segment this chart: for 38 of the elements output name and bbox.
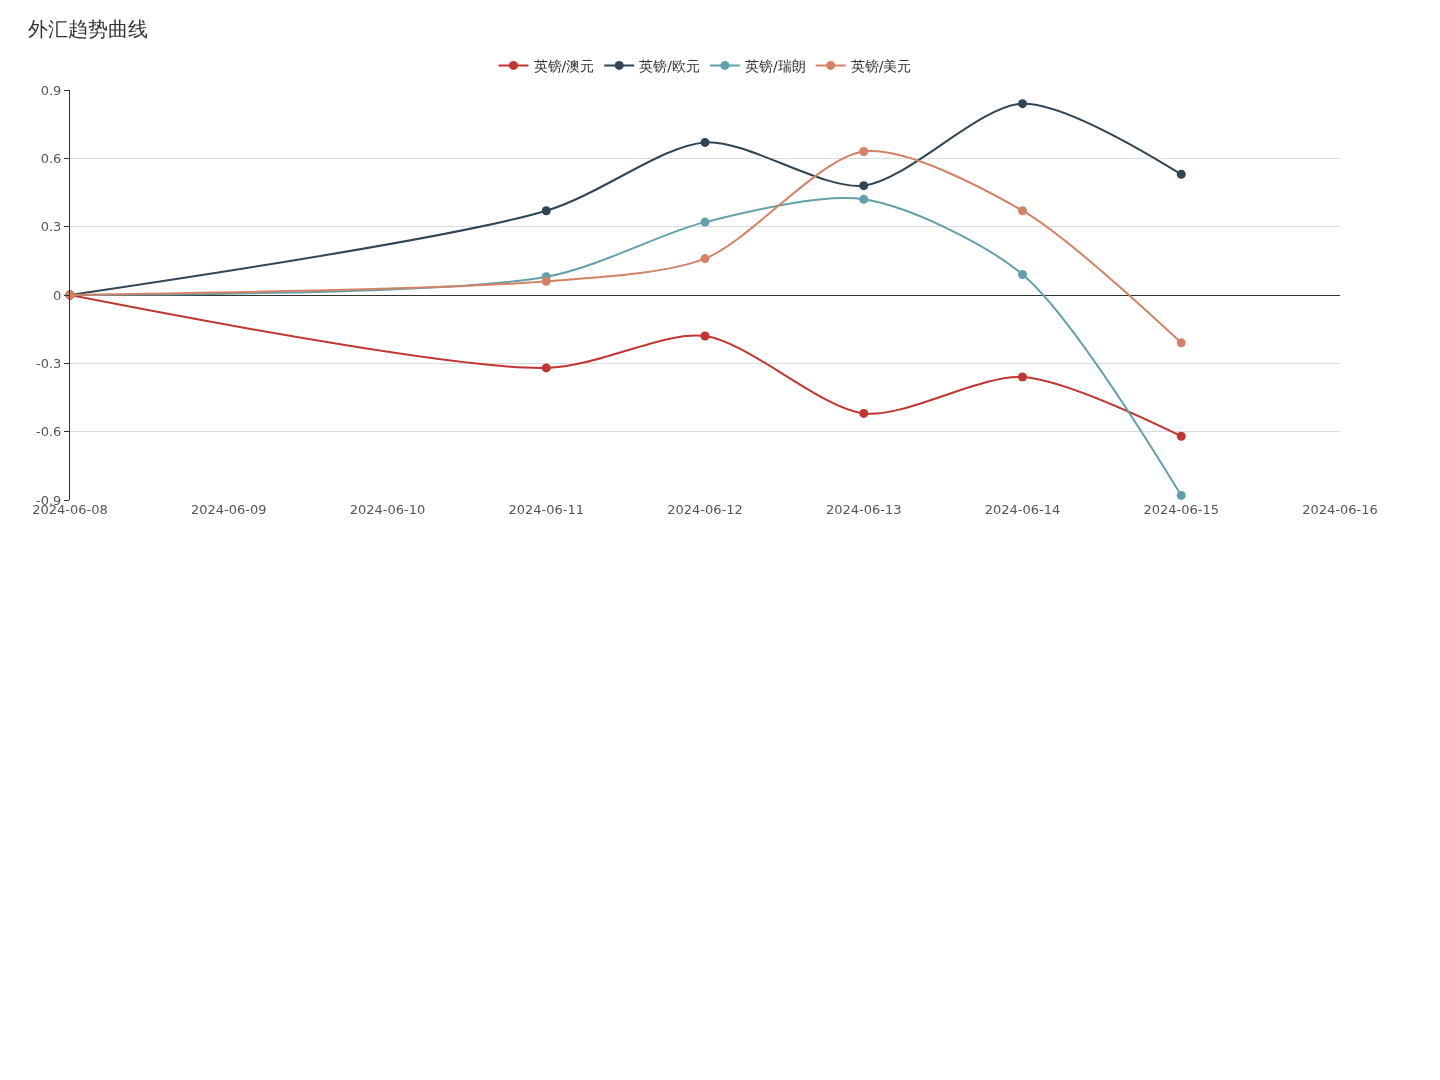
point bbox=[1176, 169, 1186, 179]
point bbox=[700, 217, 710, 227]
point bbox=[1018, 206, 1027, 216]
point bbox=[1018, 270, 1027, 279]
y-tick-label: 0.9 bbox=[40, 82, 62, 98]
point bbox=[541, 206, 551, 216]
y-tick-label: -0.3 bbox=[36, 355, 62, 371]
legend-label: 英镑/美元 bbox=[850, 57, 912, 74]
x-tick-label: 2024-06-10 bbox=[349, 502, 426, 517]
point bbox=[859, 147, 869, 156]
point bbox=[1176, 338, 1186, 348]
point bbox=[1018, 99, 1027, 109]
point bbox=[700, 331, 710, 341]
x-tick-label: 2024-06-14 bbox=[984, 502, 1061, 517]
point bbox=[1176, 490, 1186, 500]
x-tick-label: 2024-06-16 bbox=[1302, 502, 1378, 517]
point bbox=[700, 137, 710, 147]
y-tick-label: 0 bbox=[53, 287, 62, 303]
point bbox=[700, 254, 710, 264]
point bbox=[859, 181, 869, 191]
x-tick-label: 2024-06-11 bbox=[508, 502, 585, 517]
x-tick-label: 2024-06-09 bbox=[190, 502, 267, 517]
legend-label: 英镑/欧元 bbox=[639, 57, 700, 74]
y-tick-label: -0.6 bbox=[36, 424, 62, 440]
legend-label: 英镑/瑞朗 bbox=[744, 57, 806, 74]
point bbox=[1176, 431, 1186, 441]
y-tick-label: 0.3 bbox=[40, 219, 62, 235]
point bbox=[541, 363, 551, 373]
x-tick-label: 2024-06-13 bbox=[825, 502, 902, 517]
x-tick-label: 2024-06-12 bbox=[667, 502, 743, 517]
point bbox=[541, 276, 551, 286]
point bbox=[1018, 372, 1027, 382]
x-tick-label: 2024-06-15 bbox=[1143, 502, 1220, 517]
point bbox=[859, 194, 869, 204]
y-tick-label: 0.6 bbox=[40, 150, 62, 166]
legend-label: 英镑/澳元 bbox=[533, 57, 595, 74]
point bbox=[859, 408, 869, 418]
chart-title: 外汇趋势曲线 bbox=[28, 17, 148, 42]
